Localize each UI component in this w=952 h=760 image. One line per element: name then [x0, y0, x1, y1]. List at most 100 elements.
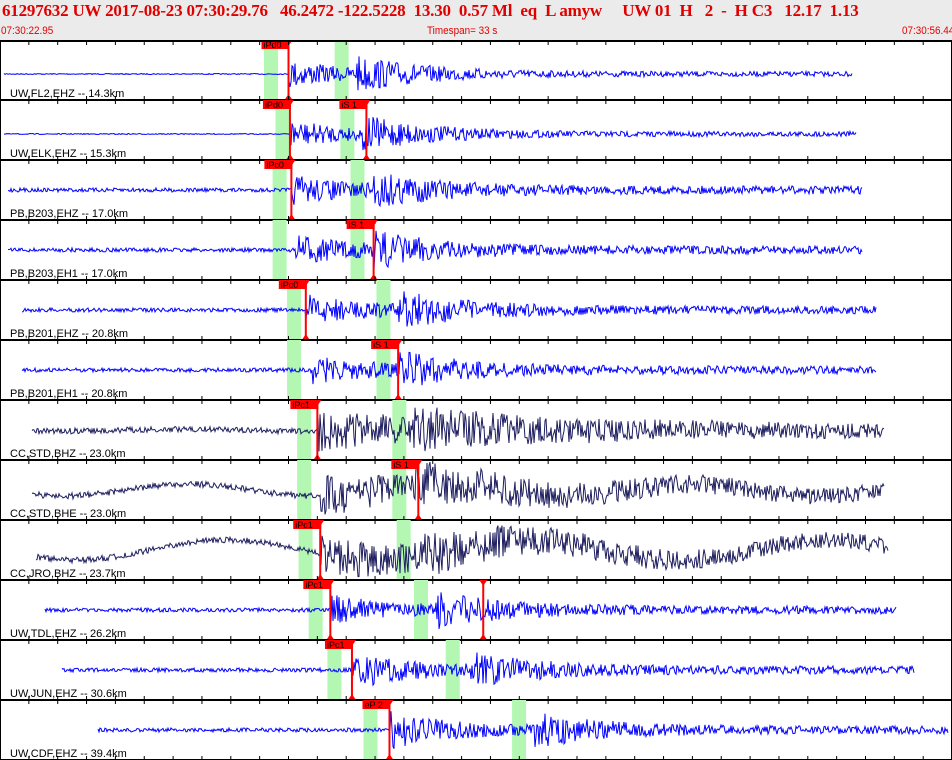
trace-row[interactable]: iPd0 iS 1 UW,ELK,EHZ -- 15.3km [0, 100, 952, 164]
pick-label: iS 1 [349, 220, 365, 230]
seismogram-trace [61, 652, 915, 687]
start-time: 07:30:22.95 [1, 25, 54, 37]
trace-row[interactable]: iS 1 PB,B201,EH1 -- 20.8km [0, 340, 952, 404]
waveform-panel[interactable]: iPd0 UW,FL2,EHZ -- 14.3km iPd0 iS 1 UW,ELK,E… [0, 40, 952, 760]
pick-label: iPc1 [327, 640, 345, 650]
pick-flag [324, 640, 353, 649]
trace-row[interactable]: iPc0 PB,B201,EHZ -- 20.8km [0, 280, 952, 344]
station-label: PB,B203,EHZ -- 17.0km [10, 208, 128, 220]
pick-triangle-top [385, 700, 394, 706]
pick-flag [303, 580, 332, 589]
station-label: UW,TDL,EHZ -- 26.2km [10, 628, 126, 640]
trace-row[interactable]: iS 1 PB,B203,EH1 -- 17.0km [0, 220, 952, 284]
trace-row[interactable]: iPc1 UW,JUN,EHZ -- 30.6km [0, 640, 952, 704]
pick-window [340, 100, 355, 160]
pick-triangle-top [362, 100, 371, 106]
pick-flag [293, 520, 322, 529]
timespan: Timespan= 33 s [427, 25, 498, 37]
pick-label: iPd0 [264, 40, 282, 50]
trace-row[interactable]: eP 2 UW,CDF,EHZ -- 39.4km [0, 700, 952, 760]
seismogram-trace [7, 230, 863, 270]
pick-triangle-top [369, 220, 378, 226]
station-label: PB,B201,EH1 -- 20.8km [10, 388, 127, 400]
event-summary: 61297632 UW 2017-08-23 07:30:29.76 46.24… [2, 1, 859, 20]
pick-triangle-top [287, 160, 296, 166]
seismogram-trace [31, 461, 885, 515]
pick-window [392, 460, 407, 520]
pick-window [297, 400, 312, 460]
pick-window [376, 280, 391, 340]
trace-row[interactable]: iPc1 CC,STD,BHZ -- 23.0km [0, 400, 952, 464]
trace-row[interactable]: iPd0 UW,FL2,EHZ -- 14.3km [0, 40, 952, 104]
station-label: CC,STD,BHE -- 23.0km [10, 508, 126, 520]
pick-window [297, 460, 312, 520]
station-label: CC,JRO,BHZ -- 23.7km [10, 568, 126, 580]
seismogram-trace [44, 592, 897, 629]
seismogram-trace [21, 351, 877, 386]
pick-triangle-top [479, 580, 488, 586]
pick-flag [339, 100, 368, 109]
pick-triangle-bottom [316, 574, 325, 580]
pick-window [263, 40, 278, 100]
station-label: UW,FL2,EHZ -- 14.3km [10, 88, 124, 100]
pick-triangle-top [313, 400, 322, 406]
pick-triangle-top [301, 280, 310, 286]
station-label: CC,STD,BHZ -- 23.0km [10, 448, 126, 460]
pick-triangle-bottom [362, 154, 371, 160]
station-label: UW,CDF,EHZ -- 39.4km [10, 748, 127, 760]
seismogram-trace [7, 174, 863, 208]
pick-triangle-bottom [326, 634, 335, 640]
station-label: PB,B203,EH1 -- 17.0km [10, 268, 127, 280]
pick-triangle-top [326, 580, 335, 586]
pick-label: iPc1 [295, 520, 313, 530]
seismogram-trace [35, 525, 889, 578]
pick-flag [290, 400, 319, 409]
end-time: 07:30:56.44 [901, 25, 952, 37]
pick-flag [371, 340, 400, 349]
trace-row[interactable]: iPc1 CC,JRO,BHZ -- 23.7km [0, 520, 952, 584]
pick-window [308, 580, 323, 640]
pick-flag [346, 220, 375, 229]
seismogram-trace [3, 56, 853, 91]
pick-label: iS 1 [373, 340, 389, 350]
pick-triangle-top [394, 340, 403, 346]
pick-label: iPc0 [266, 160, 284, 170]
pick-triangle-bottom [479, 634, 488, 640]
station-label: UW,ELK,EHZ -- 15.3km [10, 148, 126, 160]
pick-window [413, 580, 428, 640]
pick-triangle-bottom [414, 514, 423, 520]
seismogram-trace [31, 407, 885, 452]
pick-triangle-top [285, 100, 294, 106]
pick-flag [261, 40, 290, 49]
pick-flag [278, 280, 307, 289]
pick-triangle-top [347, 640, 356, 646]
pick-triangle-bottom [347, 694, 356, 700]
pick-window [376, 340, 391, 400]
pick-triangle-bottom [369, 274, 378, 280]
pick-window [275, 100, 290, 160]
pick-window [350, 220, 365, 280]
pick-triangle-bottom [385, 754, 394, 760]
pick-label: iPc1 [305, 580, 323, 590]
pick-flag [262, 100, 291, 109]
pick-triangle-bottom [394, 394, 403, 400]
pick-label: iPd0 [265, 100, 283, 110]
trace-row[interactable]: iS 1 CC,STD,BHE -- 23.0km [0, 460, 952, 524]
pick-flag [391, 460, 420, 469]
pick-flag [362, 700, 391, 709]
seismogram-trace [3, 117, 857, 151]
pick-triangle-bottom [301, 334, 310, 340]
event-header: 61297632 UW 2017-08-23 07:30:29.76 46.24… [0, 0, 952, 40]
station-label: PB,B201,EHZ -- 20.8km [10, 328, 128, 340]
pick-label: iPc0 [281, 280, 299, 290]
seismogram-trace [97, 711, 949, 749]
pick-triangle-top [414, 460, 423, 466]
pick-window [334, 40, 349, 100]
pick-triangle-bottom [287, 214, 296, 220]
station-label: UW,JUN,EHZ -- 30.6km [10, 688, 127, 700]
pick-triangle-top [316, 520, 325, 526]
trace-row[interactable]: iPc1 UW,TDL,EHZ -- 26.2km [0, 580, 952, 644]
pick-triangle-bottom [285, 154, 294, 160]
trace-row[interactable]: iPc0 PB,B203,EHZ -- 17.0km [0, 160, 952, 224]
seismogram-trace [21, 291, 877, 327]
